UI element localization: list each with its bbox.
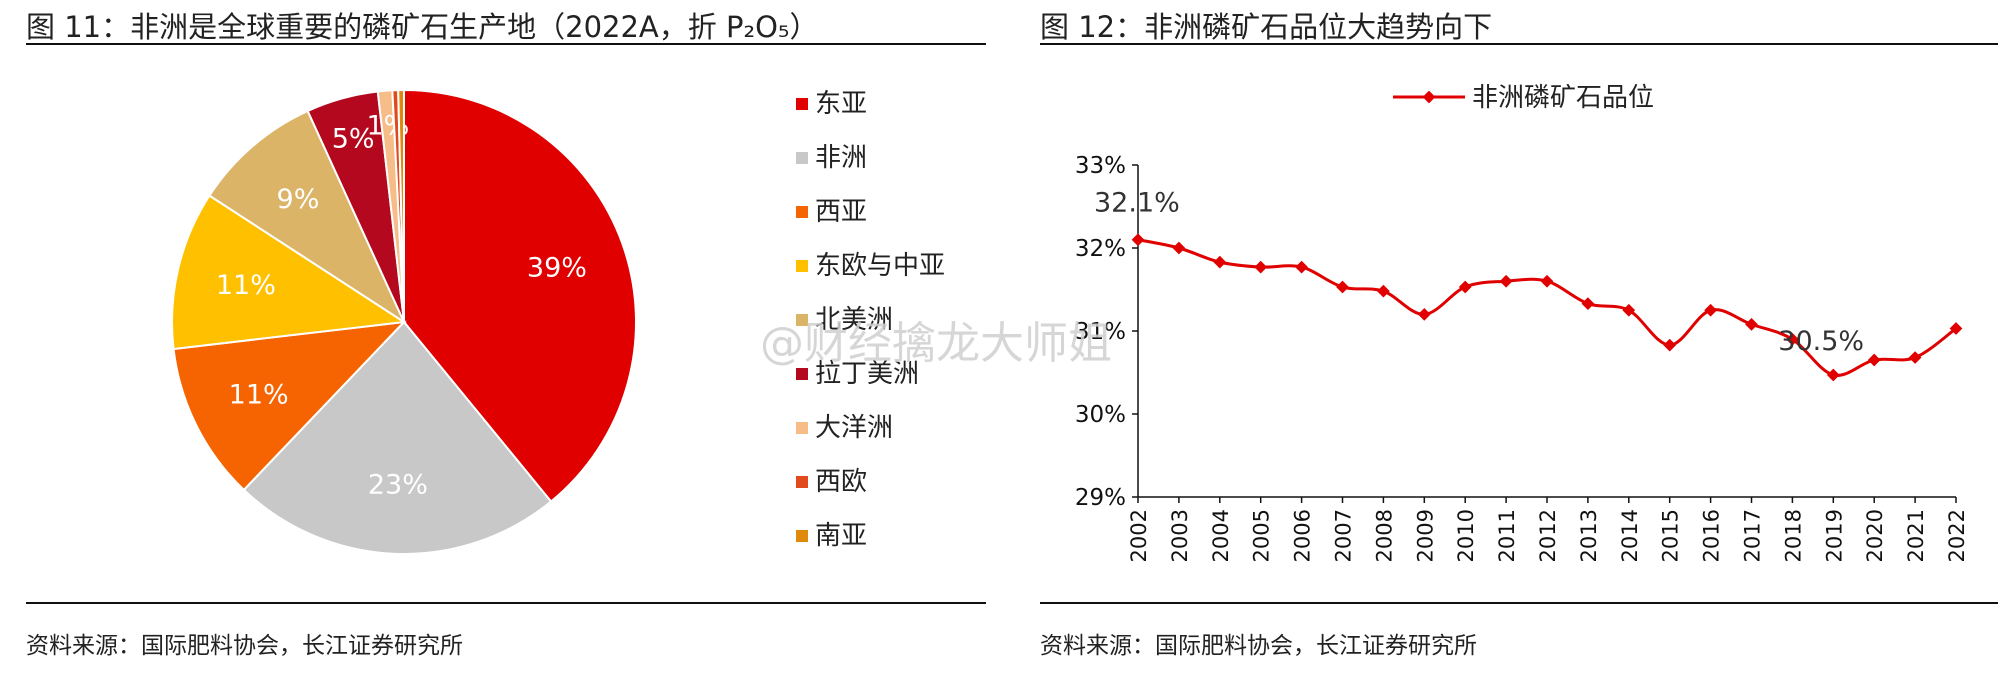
x-tick-label: 2013 [1577, 509, 1601, 562]
data-point [1867, 353, 1881, 367]
x-tick-label: 2008 [1372, 509, 1396, 562]
pie-chart: 39%23%11%11%9%5%1% [171, 88, 637, 555]
figure-11-source: 资料来源：国际肥料协会，长江证券研究所 [26, 633, 463, 659]
legend-label: 东欧与中亚 [815, 251, 945, 281]
legend-label: 大洋洲 [815, 413, 893, 443]
pie-slice [403, 88, 637, 503]
data-point [1908, 351, 1922, 364]
legend-swatch [796, 314, 808, 326]
pie-slice [172, 320, 407, 492]
line-chart: 29% 30% 31% 32% 33% 2002 2003 2004 2005 2006 2007 2… [1075, 83, 1969, 562]
figure-11-title: 图 11：非洲是全球重要的磷矿石生产地（2022A，折 P₂O₅） [26, 10, 819, 44]
x-tick-label: 2004 [1209, 509, 1233, 562]
figure-12-top-rule [1040, 43, 1998, 45]
pie-slice [171, 194, 407, 351]
legend-swatch [796, 152, 808, 164]
x-tick-label: 2009 [1413, 509, 1437, 562]
line-legend-label: 非洲磷矿石品位 [1472, 83, 1654, 113]
data-point [1458, 280, 1472, 294]
x-tick-label: 2005 [1250, 509, 1274, 562]
watermark-text: @财经擒龙大师姐 [760, 318, 1112, 369]
x-tick-label: 2003 [1168, 509, 1192, 562]
pie-slice-label: 11% [229, 379, 289, 410]
line-legend-marker [1422, 90, 1436, 104]
figure-11-bottom-rule [26, 602, 986, 604]
x-tick-label: 2012 [1536, 509, 1560, 562]
data-annotation: 30.5% [1778, 326, 1864, 357]
figure-12-source: 资料来源：国际肥料协会，长江证券研究所 [1040, 633, 1477, 659]
legend-label: 拉丁美洲 [815, 359, 919, 389]
legend-label: 西欧 [815, 467, 867, 497]
legend-swatch [796, 530, 808, 542]
y-tick-label: 32% [1075, 236, 1126, 262]
pie-slice-label: 11% [216, 270, 276, 301]
pie-slice [242, 320, 553, 555]
legend-swatch [796, 476, 808, 488]
x-tick-label: 2019 [1822, 509, 1846, 562]
figure-12-title: 图 12：非洲磷矿石品位大趋势向下 [1040, 10, 1493, 44]
x-tick-label: 2016 [1700, 509, 1724, 562]
y-tick-label: 33% [1075, 153, 1126, 179]
figure-11-top-rule [26, 43, 986, 45]
data-point [1704, 303, 1717, 317]
data-point [1745, 317, 1758, 331]
data-point [1336, 280, 1349, 294]
data-point [1377, 284, 1390, 298]
x-tick-label: 2021 [1904, 509, 1928, 562]
x-tick-label: 2022 [1945, 509, 1969, 562]
legend-label: 东亚 [815, 89, 867, 119]
data-point [1663, 338, 1677, 352]
x-tick-label: 2002 [1127, 509, 1151, 562]
pie-slice-label: 23% [368, 469, 428, 500]
x-tick-label: 2010 [1454, 509, 1478, 562]
data-point [1131, 233, 1145, 247]
x-tick-label: 2017 [1741, 509, 1765, 562]
x-tick-label: 2020 [1863, 509, 1887, 562]
legend-swatch [796, 98, 808, 110]
y-tick-label: 31% [1075, 319, 1126, 345]
pie-slice-label: 9% [277, 184, 320, 215]
x-tick-label: 2007 [1332, 509, 1356, 562]
data-point [1172, 241, 1186, 255]
pie-slice-label: 39% [527, 252, 587, 283]
legend-swatch [796, 206, 808, 218]
data-point [1254, 260, 1268, 274]
legend-swatch [796, 260, 808, 272]
data-point [1540, 274, 1554, 288]
figure-12-bottom-rule [1040, 602, 1998, 604]
legend-swatch [796, 422, 808, 434]
legend-swatch [796, 368, 808, 380]
legend-label: 非洲 [815, 143, 867, 173]
x-tick-label: 2014 [1618, 509, 1642, 562]
data-point [1826, 368, 1840, 382]
legend-label: 南亚 [815, 521, 867, 551]
pie-slice [397, 88, 405, 323]
x-tick-label: 2011 [1495, 509, 1519, 562]
legend-label: 西亚 [815, 197, 867, 227]
data-point [1295, 260, 1308, 274]
pie-slice [208, 109, 407, 325]
legend-label: 北美洲 [815, 305, 893, 335]
data-point [1417, 308, 1431, 321]
data-annotation: 32.1% [1094, 188, 1180, 219]
y-tick-label: 29% [1075, 485, 1126, 511]
x-tick-label: 2006 [1291, 509, 1315, 562]
data-point [1499, 274, 1513, 288]
x-tick-label: 2015 [1659, 509, 1683, 562]
x-tick-label: 2018 [1781, 509, 1805, 562]
data-point [1581, 297, 1595, 310]
data-point [1213, 255, 1227, 269]
pie-slice-label: 5% [332, 124, 375, 155]
y-tick-label: 30% [1075, 402, 1126, 428]
